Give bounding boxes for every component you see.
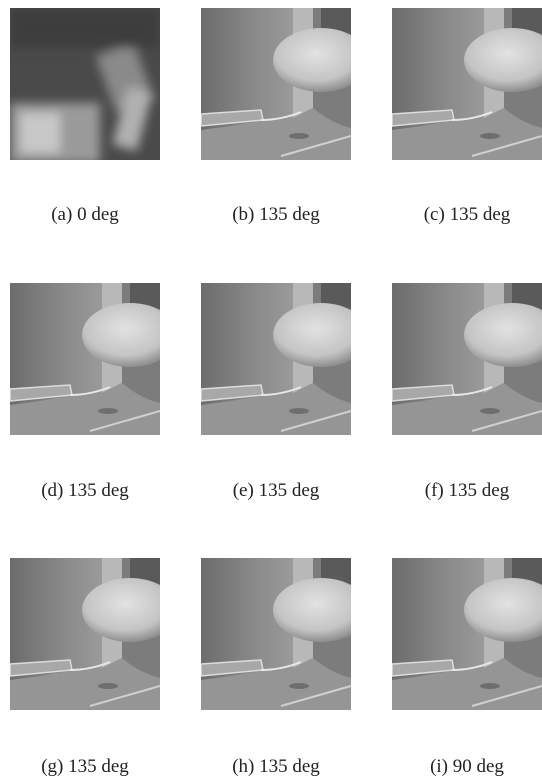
panel: (a) 0 deg <box>10 8 160 160</box>
panel: (c) 135 deg <box>392 8 542 160</box>
caption: (h) 135 deg <box>181 756 371 778</box>
image <box>201 283 351 435</box>
caption: (f) 135 deg <box>372 480 542 502</box>
image <box>392 8 542 160</box>
caption: (b) 135 deg <box>181 204 371 226</box>
image <box>392 283 542 435</box>
caption: (e) 135 deg <box>181 480 371 502</box>
image <box>392 558 542 710</box>
caption: (g) 135 deg <box>0 756 180 778</box>
image <box>10 558 160 710</box>
panel: (d) 135 deg <box>10 283 160 435</box>
image <box>201 8 351 160</box>
caption: (c) 135 deg <box>372 204 542 226</box>
page: (a) 0 deg (b) 135 deg (c) 135 deg (d) 13… <box>0 0 542 783</box>
panel: (e) 135 deg <box>201 283 351 435</box>
panel: (f) 135 deg <box>392 283 542 435</box>
image <box>10 283 160 435</box>
caption: (a) 0 deg <box>0 204 180 226</box>
caption: (i) 90 deg <box>372 756 542 778</box>
image <box>10 8 160 160</box>
panel: (b) 135 deg <box>201 8 351 160</box>
caption: (d) 135 deg <box>0 480 180 502</box>
panel: (g) 135 deg <box>10 558 160 710</box>
panel: (h) 135 deg <box>201 558 351 710</box>
image <box>201 558 351 710</box>
panel: (i) 90 deg <box>392 558 542 710</box>
